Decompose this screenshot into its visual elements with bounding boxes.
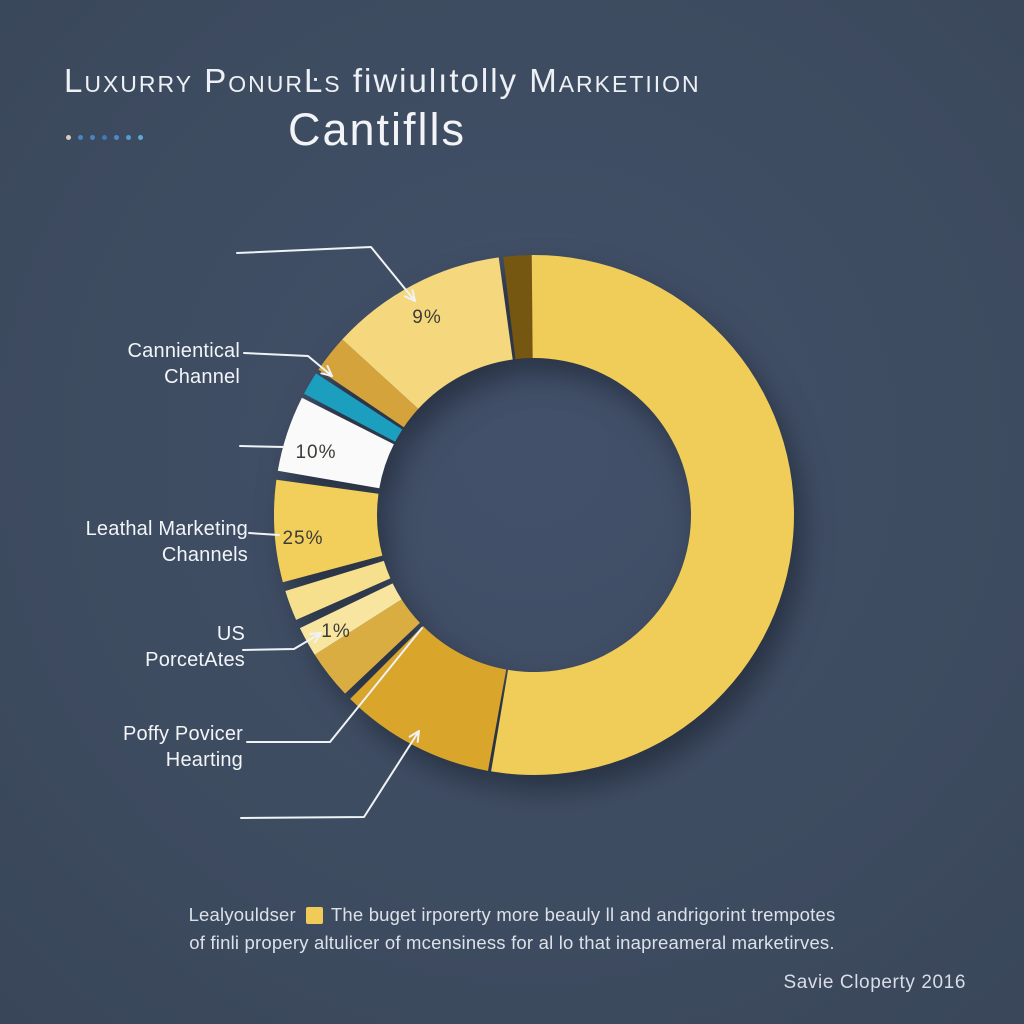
page-subtitle: Cantiflls	[288, 104, 467, 155]
donut-segment-bottom-gold	[350, 626, 507, 771]
leader-line-ten-pct-leader	[239, 445, 285, 448]
percent-label-1pct: 1%	[321, 621, 350, 642]
leader-arrowhead	[320, 364, 333, 377]
title-word-luxury: Luxurry PonurĿs	[64, 62, 342, 99]
title-word-marketing: Marketiion	[529, 62, 701, 99]
leader-line-cannientical-leader	[243, 352, 333, 377]
percent-label-25pct: 25%	[282, 528, 323, 549]
callout-line: PorcetAtes	[145, 649, 245, 671]
leader-line-leathal-leader	[248, 532, 280, 536]
legend: Lealyouldser The buget irporerty more bea…	[0, 901, 1024, 957]
donut-segment-teal	[304, 373, 403, 442]
title-dot	[78, 135, 83, 140]
page-title: Luxurry PonurĿs fiwiulıtolly Marketiion	[64, 62, 984, 100]
callout-line: Hearting	[165, 749, 243, 771]
donut-segment-twentyfive-pct	[274, 479, 383, 583]
leader-line-us-leader	[242, 632, 322, 651]
callout-leathal-marketing-channels: Leathal Marketing Channels	[86, 516, 248, 568]
legend-line-2: of finli propery altulicer of mcensiness…	[189, 932, 835, 953]
title-dot	[66, 135, 71, 140]
donut-segment-tan-low	[314, 599, 420, 694]
percent-label-10pct: 10%	[295, 442, 336, 463]
donut-segment-nine-pct	[342, 257, 513, 409]
callout-line: Channels	[161, 544, 248, 566]
callout-line: US	[216, 623, 245, 645]
legend-line-1: Lealyouldser The buget irporerty more bea…	[0, 901, 1024, 929]
title-dot	[126, 135, 131, 140]
callout-us-porcetates: US PorcetAtes	[145, 621, 245, 673]
leader-line-unlabeled-leader	[240, 730, 420, 819]
title-dots-decoration	[66, 135, 143, 140]
legend-key-label: Lealyouldser	[188, 904, 296, 925]
title-dot	[90, 135, 95, 140]
callout-line: Cannientical	[127, 340, 240, 362]
legend-text-1: The buget irporerty more beauly ll and a…	[330, 904, 836, 925]
leader-line-nine-pct-leader	[236, 246, 416, 302]
callout-line: Leathal Marketing	[85, 518, 248, 540]
donut-segment-small-light	[285, 560, 391, 620]
legend-color-swatch	[305, 907, 323, 924]
percent-label-9pct: 9%	[412, 307, 441, 328]
title-dot	[102, 135, 107, 140]
donut-segment-one-pct	[299, 583, 402, 655]
callout-poffy-povicer-hearting: Poffy Povicer Hearting	[123, 721, 243, 773]
title-dot	[138, 135, 143, 140]
leader-arrowhead	[309, 632, 322, 644]
donut-segment-top-dark-notch	[503, 255, 533, 360]
callout-line: Channel	[164, 366, 240, 388]
title-dot	[114, 135, 119, 140]
leader-line-poffy-leader	[246, 627, 423, 743]
leader-arrowhead	[408, 730, 420, 743]
callout-line: Poffy Povicer	[122, 723, 243, 745]
title-word-mid: fiwiulıtolly	[352, 62, 519, 99]
donut-segment-ten-pct	[277, 397, 394, 489]
leader-arrowhead	[404, 289, 416, 302]
donut-segment-tan-high	[318, 339, 419, 428]
donut-segment-main	[491, 255, 794, 776]
callout-cannientical-channel: Cannientical Channel	[128, 338, 240, 390]
footer-credit: Savie Cloperty 2016	[783, 972, 966, 993]
